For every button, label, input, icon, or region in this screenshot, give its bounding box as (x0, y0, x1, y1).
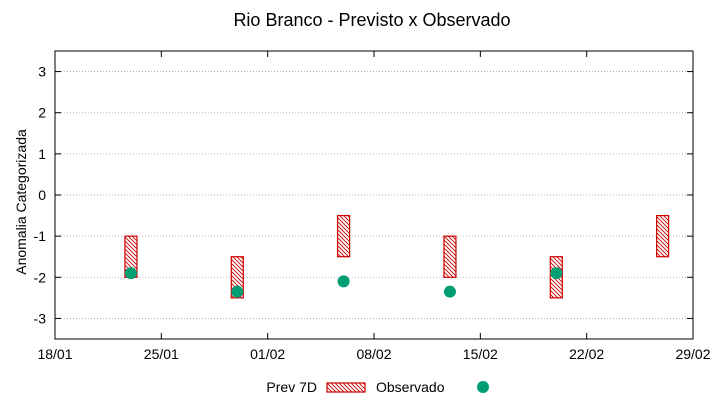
legend-label-observado: Observado (376, 379, 445, 395)
axes: -3 -2 -1 0 1 2 3 18/01 25/01 01/02 08/02 15/02 22/02… (34, 50, 711, 362)
grid-lines (55, 71, 693, 319)
legend-swatch-observado (477, 381, 489, 393)
y-axis-label: Anomalia Categorizada (13, 129, 29, 275)
y-tick-label: 2 (38, 105, 46, 121)
forecast-interval-box (656, 214, 670, 258)
observed-point (337, 275, 350, 288)
x-tick-label: 18/01 (37, 346, 72, 362)
observed-point (550, 267, 563, 280)
x-tick-label: 15/02 (463, 346, 498, 362)
x-tick-label: 29/02 (675, 346, 710, 362)
x-tick-label: 01/02 (250, 346, 285, 362)
y-tick-label: -3 (34, 310, 47, 326)
observed-point (443, 285, 456, 298)
y-tick-label: 1 (38, 146, 46, 162)
legend-swatch-prev-7d (326, 382, 366, 393)
legend-label-prev-7d: Prev 7D (266, 379, 317, 395)
x-tick-label: 22/02 (569, 346, 604, 362)
y-tick-label: -2 (34, 269, 47, 285)
x-tick-label: 25/01 (144, 346, 179, 362)
x-tick-label: 08/02 (356, 346, 391, 362)
legend: Prev 7D Observado (266, 379, 489, 395)
observed-point (231, 285, 244, 298)
forecast-interval-box (443, 235, 457, 278)
forecast-interval-box (337, 214, 351, 258)
chart-title: Rio Branco - Previsto x Observado (233, 10, 510, 30)
y-tick-label: 0 (38, 187, 46, 203)
y-tick-label: -1 (34, 228, 47, 244)
plot-frame (54, 50, 694, 340)
data-marks (124, 214, 670, 299)
y-tick-label: 3 (38, 64, 46, 80)
observed-point (124, 267, 137, 280)
